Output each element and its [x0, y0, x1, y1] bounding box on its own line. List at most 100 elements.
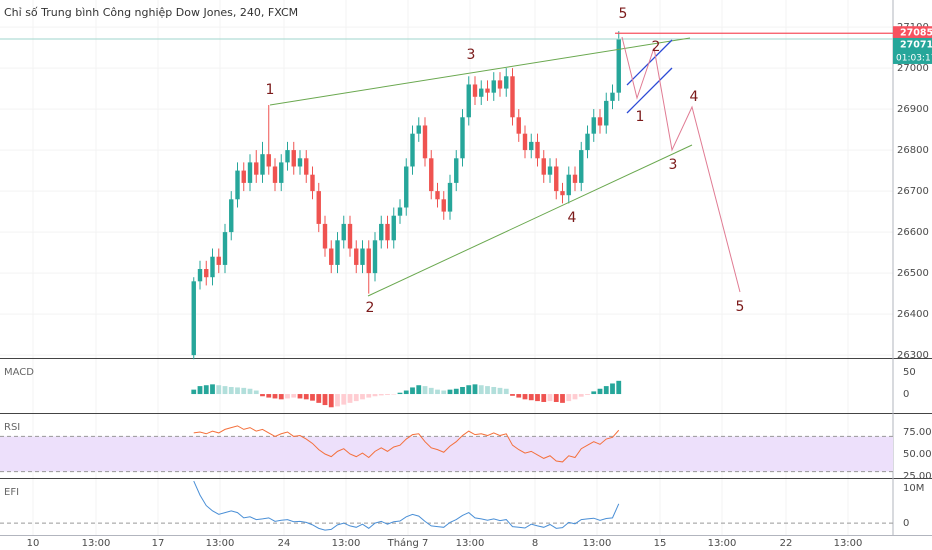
candle-body	[416, 125, 421, 134]
histogram-bar	[228, 386, 234, 395]
candle-body	[522, 133, 528, 151]
alert-price-label: 27085	[900, 28, 932, 39]
projection-label: 1	[636, 109, 645, 125]
indicator-line	[193, 480, 620, 531]
candle-body	[591, 117, 596, 134]
histogram-bar	[297, 394, 303, 399]
candle-body	[491, 80, 496, 93]
candle-body	[322, 223, 328, 249]
pane-name: MACD	[4, 367, 34, 378]
candle-body	[541, 158, 546, 175]
candle-body	[585, 133, 590, 151]
projection-label: 3	[669, 157, 678, 173]
y-tick-label: 0	[903, 389, 909, 400]
histogram-bar	[316, 394, 322, 403]
last-price-box	[893, 37, 932, 64]
histogram-bar	[528, 394, 534, 401]
candle-body	[485, 88, 490, 93]
histogram-bar	[472, 384, 478, 395]
x-tick-label: 17	[152, 538, 165, 549]
histogram-bar	[447, 389, 453, 395]
pane-name: EFI	[4, 487, 19, 498]
histogram-bar	[253, 390, 259, 395]
histogram-bar	[610, 383, 615, 395]
projection-path	[621, 36, 741, 293]
y-tick-label: 26600	[897, 227, 929, 238]
candle-body	[235, 170, 240, 200]
histogram-bar	[591, 391, 597, 395]
histogram-bar	[247, 388, 253, 395]
candle-body	[247, 162, 253, 183]
histogram-bar	[272, 394, 278, 399]
candle-body	[316, 191, 321, 224]
candle-body	[572, 174, 578, 183]
histogram-bar	[328, 394, 334, 408]
histogram-bar	[503, 388, 509, 395]
x-tick-label: 13:00	[583, 538, 612, 549]
histogram-bar	[460, 386, 465, 395]
histogram-bar	[422, 386, 428, 395]
y-tick-label: 26400	[897, 309, 929, 320]
histogram-bar	[478, 385, 484, 395]
y-tick-label: 10M	[903, 483, 924, 494]
candle-body	[360, 248, 365, 265]
y-tick-label: 27000	[897, 63, 929, 74]
candle-body	[447, 182, 453, 212]
wedge-upper	[269, 37, 691, 106]
histogram-bar	[485, 386, 490, 395]
x-tick-label: 13:00	[206, 538, 235, 549]
projection-label: 2	[652, 39, 661, 55]
histogram-bar	[578, 394, 584, 397]
histogram-bar	[497, 387, 503, 395]
candle-body	[335, 240, 340, 265]
last-price-label: 27071	[900, 39, 932, 50]
candle-body	[291, 150, 296, 167]
histogram-bar	[385, 394, 390, 395]
histogram-bar	[541, 394, 547, 402]
histogram-bar	[335, 394, 340, 407]
y-tick-label: 26700	[897, 186, 929, 197]
histogram-bar	[553, 394, 559, 402]
candle-body	[466, 84, 471, 118]
histogram-bar	[510, 394, 515, 396]
candle-body	[379, 223, 384, 241]
wave-label: 3	[467, 47, 476, 63]
histogram-bar	[366, 394, 372, 398]
x-tick-label: Tháng 7	[387, 537, 429, 549]
histogram-bar	[347, 394, 353, 403]
candle-body	[222, 232, 228, 265]
histogram-bar	[397, 392, 403, 395]
candle-body	[616, 38, 621, 93]
histogram-bar	[466, 385, 472, 395]
x-tick-label: 13:00	[834, 538, 863, 549]
candle-body	[297, 158, 303, 167]
histogram-bar	[260, 394, 265, 397]
x-tick-label: 10	[27, 538, 40, 549]
histogram-bar	[435, 389, 440, 395]
candle-body	[516, 117, 521, 134]
candle-body	[366, 248, 371, 274]
candle-body	[404, 166, 409, 208]
wave-label: 2	[366, 300, 375, 316]
candle-body	[441, 199, 446, 212]
histogram-bar	[210, 384, 215, 395]
candle-body	[197, 269, 203, 282]
histogram-bar	[516, 394, 522, 398]
histogram-bar	[353, 394, 359, 402]
histogram-bar	[597, 388, 603, 395]
candle-body	[454, 158, 459, 183]
histogram-bar	[310, 394, 315, 401]
y-tick-label: 0	[903, 518, 909, 529]
histogram-bar	[285, 394, 290, 399]
wave-label: 5	[619, 6, 628, 22]
y-tick-label: 26300	[897, 350, 929, 361]
candle-body	[204, 269, 209, 278]
candle-body	[391, 215, 396, 241]
y-tick-label: 26800	[897, 145, 929, 156]
band	[0, 436, 893, 472]
candle-body	[210, 256, 215, 278]
histogram-bar	[616, 380, 622, 395]
projection-label: 4	[690, 89, 699, 105]
candle-body	[266, 154, 271, 167]
